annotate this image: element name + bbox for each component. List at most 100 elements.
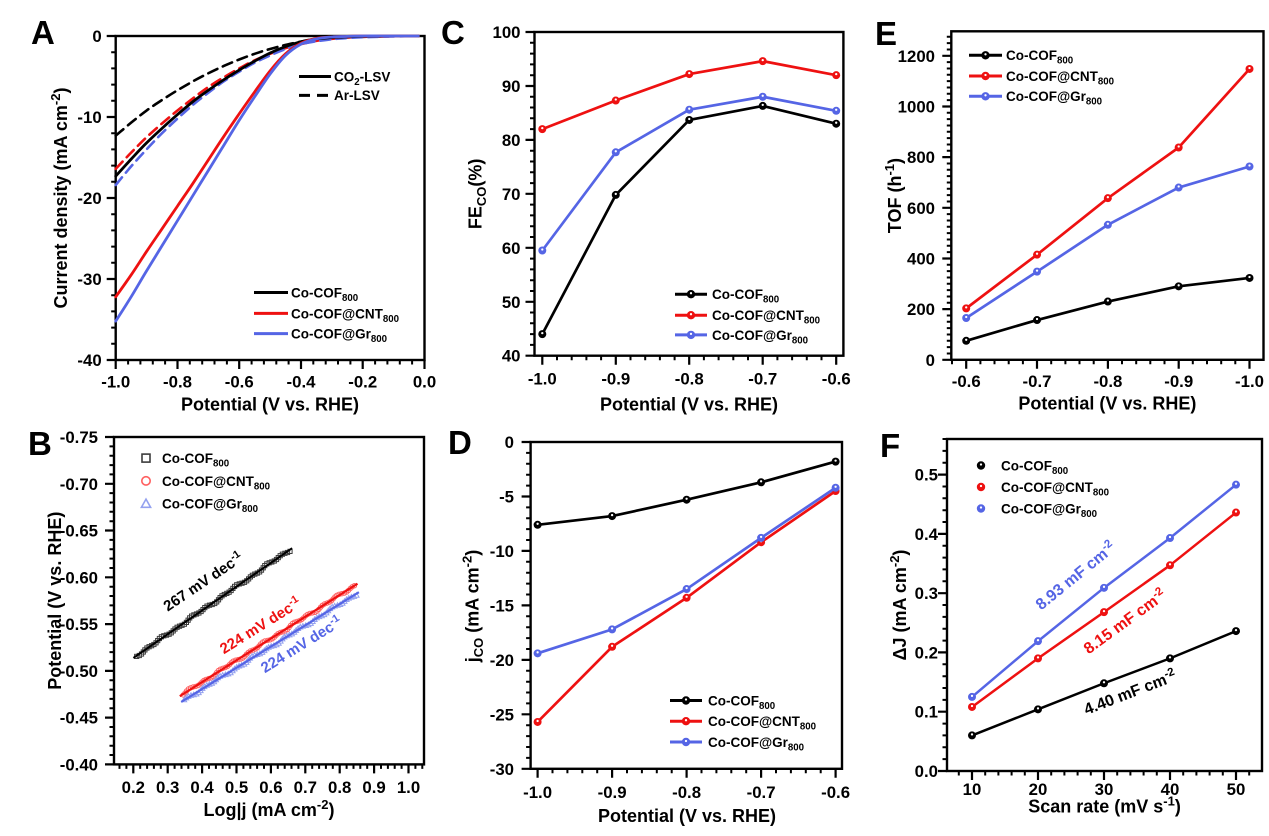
svg-text:800: 800 (907, 148, 935, 167)
svg-text:-1.0: -1.0 (523, 783, 552, 802)
svg-text:Co-COF@Gr800: Co-COF@Gr800 (1001, 501, 1097, 520)
svg-text:F: F (880, 427, 900, 464)
svg-text:0.3: 0.3 (915, 584, 938, 603)
svg-text:Co-COF800: Co-COF800 (1006, 48, 1073, 66)
svg-text:0.4: 0.4 (915, 525, 939, 544)
svg-text:-0.7: -0.7 (1023, 372, 1052, 391)
svg-text:0.0: 0.0 (413, 373, 436, 392)
svg-text:Co-COF@CNT800: Co-COF@CNT800 (291, 306, 399, 325)
svg-text:-0.6: -0.6 (225, 373, 254, 392)
svg-text:CO2-LSV: CO2-LSV (334, 69, 390, 88)
svg-text:-0.9: -0.9 (1164, 372, 1193, 391)
svg-text:jCO (mA cm-2): jCO (mA cm-2) (460, 550, 487, 663)
svg-text:Co-COF@Gr800: Co-COF@Gr800 (162, 497, 258, 515)
svg-text:Co-COF@Gr800: Co-COF@Gr800 (712, 328, 808, 347)
svg-text:Potential (V vs. RHE): Potential (V vs. RHE) (181, 395, 359, 415)
svg-text:1200: 1200 (898, 47, 935, 66)
svg-text:0.9: 0.9 (362, 778, 385, 797)
svg-text:-1.0: -1.0 (1235, 372, 1264, 391)
svg-text:Scan rate (mV s-1): Scan rate (mV s-1) (1028, 794, 1181, 817)
svg-text:0.2: 0.2 (122, 778, 145, 797)
svg-text:Co-COF800: Co-COF800 (708, 693, 775, 712)
svg-text:-40: -40 (77, 351, 101, 370)
svg-text:-30: -30 (77, 270, 101, 289)
svg-text:A: A (31, 14, 55, 51)
svg-text:-0.50: -0.50 (60, 662, 98, 681)
svg-text:0: 0 (926, 351, 935, 370)
svg-text:-0.4: -0.4 (287, 373, 317, 392)
svg-text:40: 40 (502, 347, 521, 366)
svg-text:Potential (V vs. RHE): Potential (V vs. RHE) (45, 512, 65, 690)
svg-text:600: 600 (907, 199, 935, 218)
svg-text:Co-COF@Gr800: Co-COF@Gr800 (1006, 89, 1102, 108)
svg-text:-10: -10 (490, 542, 514, 561)
svg-text:-10: -10 (77, 108, 101, 127)
svg-text:-1.0: -1.0 (101, 373, 130, 392)
svg-text:-0.6: -0.6 (952, 372, 981, 391)
svg-text:90: 90 (502, 77, 521, 96)
svg-text:-0.8: -0.8 (675, 370, 704, 389)
svg-text:-0.8: -0.8 (1093, 372, 1122, 391)
svg-text:-0.75: -0.75 (60, 428, 98, 447)
svg-text:TOF (h-1): TOF (h-1) (882, 158, 905, 233)
svg-text:50: 50 (1227, 780, 1246, 799)
svg-text:-0.9: -0.9 (601, 370, 630, 389)
svg-text:Co-COF@CNT800: Co-COF@CNT800 (162, 474, 270, 493)
svg-text:0.6: 0.6 (259, 778, 282, 797)
svg-text:80: 80 (502, 131, 521, 150)
svg-text:-0.55: -0.55 (60, 615, 98, 634)
svg-text:Co-COF@CNT800: Co-COF@CNT800 (708, 714, 816, 733)
svg-text:-0.2: -0.2 (348, 373, 377, 392)
svg-text:0.7: 0.7 (294, 778, 317, 797)
svg-text:100: 100 (493, 23, 521, 42)
svg-text:Ar-LSV: Ar-LSV (334, 88, 380, 103)
svg-text:C: C (441, 14, 465, 51)
svg-text:Potential (V vs. RHE): Potential (V vs. RHE) (1018, 394, 1196, 414)
svg-text:-0.6: -0.6 (822, 370, 851, 389)
svg-text:D: D (448, 424, 472, 461)
svg-text:0.1: 0.1 (915, 703, 938, 722)
svg-text:ΔJ (mA cm-2): ΔJ (mA cm-2) (887, 550, 910, 661)
svg-text:1.0: 1.0 (397, 778, 420, 797)
svg-text:Log|j (mA cm-2): Log|j (mA cm-2) (204, 797, 335, 820)
svg-text:Co-COF800: Co-COF800 (162, 451, 229, 470)
svg-text:0.4: 0.4 (190, 778, 214, 797)
svg-text:-0.60: -0.60 (60, 568, 98, 587)
svg-text:-30: -30 (490, 760, 514, 779)
svg-text:-25: -25 (490, 705, 514, 724)
svg-text:-0.6: -0.6 (821, 783, 850, 802)
svg-text:0: 0 (92, 27, 101, 46)
svg-text:-0.40: -0.40 (60, 755, 98, 774)
svg-text:Co-COF@CNT800: Co-COF@CNT800 (1006, 69, 1114, 88)
svg-text:0.5: 0.5 (915, 466, 938, 485)
svg-text:Co-COF800: Co-COF800 (291, 285, 358, 304)
svg-text:Current density (mA cm-2): Current density (mA cm-2) (48, 88, 71, 309)
svg-text:-0.8: -0.8 (672, 783, 701, 802)
svg-text:0: 0 (505, 433, 514, 452)
svg-text:0.8: 0.8 (328, 778, 351, 797)
svg-text:Potential (V vs. RHE): Potential (V vs. RHE) (598, 806, 776, 826)
svg-text:60: 60 (502, 239, 521, 258)
svg-text:50: 50 (502, 293, 521, 312)
svg-text:-0.9: -0.9 (598, 783, 627, 802)
svg-text:-0.70: -0.70 (60, 475, 98, 494)
svg-text:1000: 1000 (898, 98, 935, 117)
svg-text:-5: -5 (499, 488, 514, 507)
svg-text:Potential (V vs. RHE): Potential (V vs. RHE) (600, 395, 778, 415)
svg-text:Co-COF@Gr800: Co-COF@Gr800 (708, 735, 804, 754)
svg-text:70: 70 (502, 185, 521, 204)
svg-text:200: 200 (907, 300, 935, 319)
svg-text:40: 40 (1161, 780, 1180, 799)
svg-text:0.2: 0.2 (915, 643, 938, 662)
svg-text:0.5: 0.5 (225, 778, 248, 797)
svg-text:10: 10 (963, 780, 982, 799)
svg-text:0.3: 0.3 (156, 778, 179, 797)
svg-text:-15: -15 (490, 596, 514, 615)
svg-text:Co-COF@Gr800: Co-COF@Gr800 (291, 327, 387, 346)
svg-text:E: E (875, 15, 897, 52)
svg-text:-20: -20 (77, 189, 101, 208)
svg-text:20: 20 (1029, 780, 1048, 799)
svg-text:-0.8: -0.8 (163, 373, 192, 392)
svg-text:-0.7: -0.7 (747, 783, 776, 802)
svg-text:B: B (28, 425, 52, 462)
